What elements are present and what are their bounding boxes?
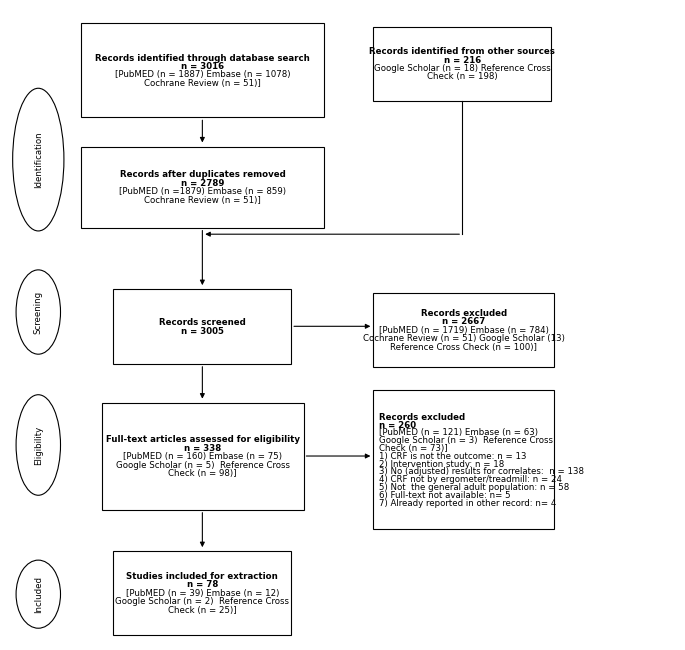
Text: Screening: Screening [34, 291, 42, 333]
Text: Records screened: Records screened [159, 318, 246, 327]
Text: [PubMED (n =1879) Embase (n = 859): [PubMED (n =1879) Embase (n = 859) [119, 187, 286, 196]
FancyBboxPatch shape [82, 23, 324, 118]
Text: 7) Already reported in other record: n= 4: 7) Already reported in other record: n= … [379, 499, 556, 508]
FancyBboxPatch shape [373, 292, 554, 367]
FancyBboxPatch shape [102, 403, 303, 510]
Text: Check (n = 25)]: Check (n = 25)] [168, 606, 237, 614]
Text: 3) No (adjusted) results for correlates:  n = 138: 3) No (adjusted) results for correlates:… [379, 467, 584, 476]
Text: Google Scholar (n = 5)  Reference Cross: Google Scholar (n = 5) Reference Cross [116, 461, 290, 469]
Text: 1) CRF is not the outcome: n = 13: 1) CRF is not the outcome: n = 13 [379, 452, 526, 461]
Text: Eligibility: Eligibility [34, 425, 42, 465]
Text: n = 2789: n = 2789 [181, 179, 225, 188]
Text: Cochrane Review (n = 51)]: Cochrane Review (n = 51)] [145, 196, 261, 205]
Text: 5) Not  the general adult population: n = 58: 5) Not the general adult population: n =… [379, 483, 569, 492]
Text: 2) Intervention study: n = 18: 2) Intervention study: n = 18 [379, 460, 504, 469]
Text: Reference Cross Check (n = 100)]: Reference Cross Check (n = 100)] [390, 343, 537, 352]
Text: 4) CRF not by ergometer/treadmill: n = 24: 4) CRF not by ergometer/treadmill: n = 2… [379, 475, 562, 484]
Text: n = 2667: n = 2667 [442, 317, 486, 326]
Text: n = 338: n = 338 [184, 444, 221, 452]
Text: n = 78: n = 78 [187, 580, 218, 590]
Text: Google Scholar (n = 2)  Reference Cross: Google Scholar (n = 2) Reference Cross [115, 597, 289, 606]
Text: Records identified through database search: Records identified through database sear… [95, 53, 310, 62]
Text: [PubMED (n = 121) Embase (n = 63): [PubMED (n = 121) Embase (n = 63) [379, 428, 538, 437]
Text: [PubMED (n = 39) Embase (n = 12): [PubMED (n = 39) Embase (n = 12) [125, 589, 279, 597]
Text: Full-text articles assessed for eligibility: Full-text articles assessed for eligibil… [105, 436, 300, 444]
Text: n = 260: n = 260 [379, 421, 416, 430]
Text: Cochrane Review (n = 51)]: Cochrane Review (n = 51)] [145, 79, 261, 88]
Text: [PubMED (n = 160) Embase (n = 75): [PubMED (n = 160) Embase (n = 75) [123, 452, 282, 461]
Text: [PubMED (n = 1887) Embase (n = 1078): [PubMED (n = 1887) Embase (n = 1078) [115, 70, 290, 79]
FancyBboxPatch shape [114, 289, 291, 364]
Text: Check (n = 198): Check (n = 198) [427, 72, 497, 81]
Text: [PubMED (n = 1719) Embase (n = 784): [PubMED (n = 1719) Embase (n = 784) [379, 326, 549, 335]
Text: n = 216: n = 216 [443, 55, 481, 64]
Text: Cochrane Review (n = 51) Google Scholar (13): Cochrane Review (n = 51) Google Scholar … [363, 334, 564, 343]
Ellipse shape [16, 270, 60, 354]
FancyBboxPatch shape [373, 390, 554, 529]
Text: Records identified from other sources: Records identified from other sources [369, 47, 555, 56]
Text: Check (n = 73)]: Check (n = 73)] [379, 444, 447, 453]
Text: Studies included for extraction: Studies included for extraction [127, 572, 278, 581]
Ellipse shape [12, 88, 64, 231]
Text: Google Scholar (n = 18) Reference Cross: Google Scholar (n = 18) Reference Cross [374, 64, 551, 73]
Text: n = 3016: n = 3016 [181, 62, 224, 71]
FancyBboxPatch shape [373, 27, 551, 101]
Ellipse shape [16, 560, 60, 629]
Text: Records after duplicates removed: Records after duplicates removed [120, 170, 286, 179]
Text: Identification: Identification [34, 131, 42, 188]
Text: Check (n = 98)]: Check (n = 98)] [169, 469, 237, 478]
FancyBboxPatch shape [114, 551, 291, 635]
Text: Records excluded: Records excluded [421, 309, 507, 318]
Text: 6) Full-text not available: n= 5: 6) Full-text not available: n= 5 [379, 491, 510, 500]
Text: Google Scholar (n = 3)  Reference Cross: Google Scholar (n = 3) Reference Cross [379, 436, 553, 445]
Text: n = 3005: n = 3005 [181, 326, 224, 335]
Ellipse shape [16, 395, 60, 495]
FancyBboxPatch shape [82, 147, 324, 228]
Text: Included: Included [34, 576, 42, 613]
Text: Records excluded: Records excluded [379, 413, 465, 422]
